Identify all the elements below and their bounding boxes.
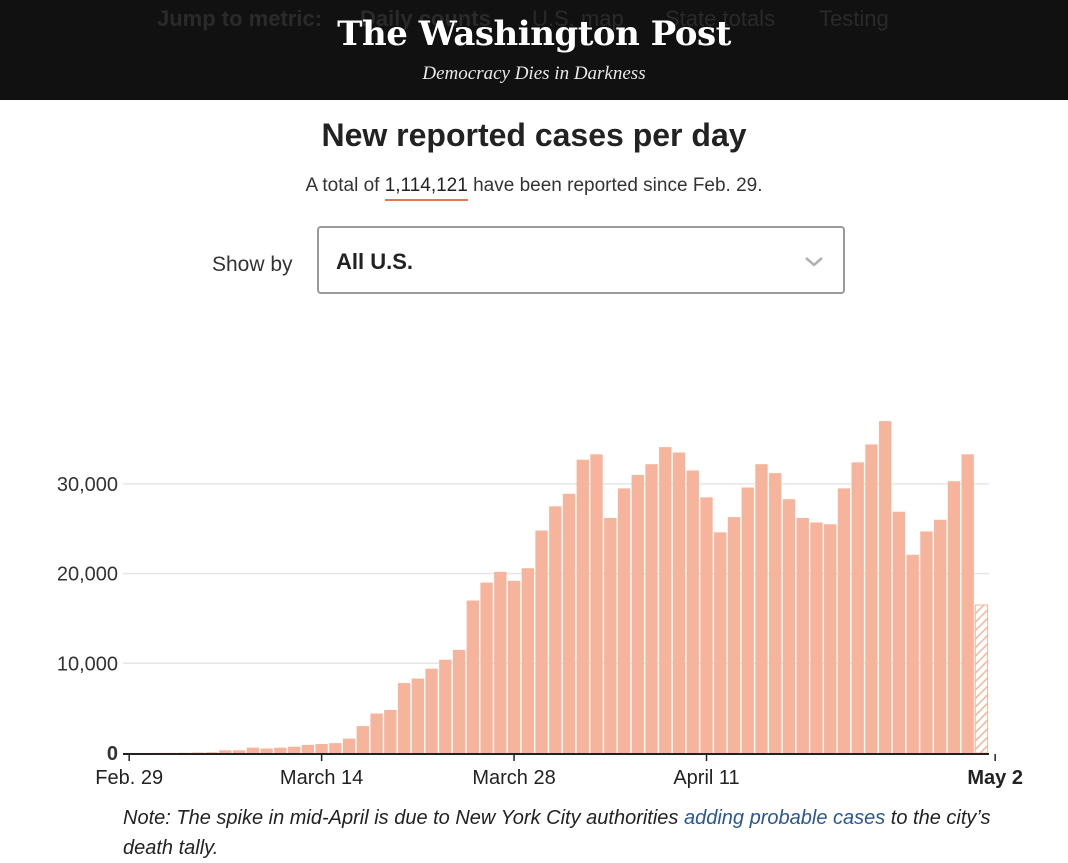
bar[interactable] xyxy=(494,572,506,753)
bar-partial-day[interactable] xyxy=(975,605,987,753)
bar[interactable] xyxy=(384,710,396,753)
bar[interactable] xyxy=(302,745,314,753)
bar[interactable] xyxy=(934,520,946,753)
bar[interactable] xyxy=(673,453,685,754)
x-tick-label: Feb. 29 xyxy=(95,767,163,789)
bar[interactable] xyxy=(893,512,905,753)
chart-note: Note: The spike in mid-April is due to N… xyxy=(123,803,1003,863)
washington-post-logo[interactable]: The Washington Post xyxy=(0,14,1068,54)
masthead-tagline: Democracy Dies in Darkness xyxy=(0,63,1068,85)
chevron-down-icon xyxy=(803,250,825,272)
bar[interactable] xyxy=(412,679,424,753)
bar[interactable] xyxy=(590,454,602,753)
region-select-value: All U.S. xyxy=(336,249,413,275)
bar[interactable] xyxy=(315,744,327,753)
bar[interactable] xyxy=(618,488,630,753)
x-tick-label: May 2 xyxy=(967,767,1023,789)
x-axis: Feb. 29 March 14 March 28 April 11 May 2 xyxy=(95,754,1023,789)
bar[interactable] xyxy=(852,462,864,753)
bar[interactable] xyxy=(549,506,561,753)
bar[interactable] xyxy=(563,494,575,753)
bar[interactable] xyxy=(865,444,877,753)
bar[interactable] xyxy=(810,522,822,753)
bar[interactable] xyxy=(398,683,410,753)
bar[interactable] xyxy=(604,518,616,753)
bar[interactable] xyxy=(233,750,245,753)
masthead: Jump to metric: Daily counts U.S. map St… xyxy=(0,0,1068,100)
bar[interactable] xyxy=(467,601,479,753)
y-tick-label: 0 xyxy=(107,743,118,765)
bar[interactable] xyxy=(700,497,712,753)
bar[interactable] xyxy=(659,447,671,753)
total-cases-value: 1,114,121 xyxy=(385,175,468,201)
bar[interactable] xyxy=(192,752,204,753)
y-tick-label: 30,000 xyxy=(57,474,118,496)
bar[interactable] xyxy=(879,421,891,753)
bar[interactable] xyxy=(645,464,657,753)
chart-subtitle: A total of 1,114,121 have been reported … xyxy=(0,175,1068,197)
bar[interactable] xyxy=(205,752,217,753)
bar[interactable] xyxy=(343,739,355,753)
region-select[interactable]: All U.S. xyxy=(317,226,845,294)
subtitle-suffix: have been reported since Feb. 29. xyxy=(468,175,763,196)
bar[interactable] xyxy=(824,524,836,753)
y-axis: 0 10,000 20,000 30,000 xyxy=(57,474,118,765)
bar[interactable] xyxy=(247,748,259,753)
bar[interactable] xyxy=(274,748,286,753)
bar[interactable] xyxy=(219,750,231,753)
y-tick-label: 10,000 xyxy=(57,653,118,675)
bar[interactable] xyxy=(577,460,589,753)
bar[interactable] xyxy=(742,487,754,753)
bar[interactable] xyxy=(453,650,465,753)
bar[interactable] xyxy=(535,531,547,753)
x-tick-label: March 28 xyxy=(472,767,555,789)
bar[interactable] xyxy=(687,470,699,753)
bar[interactable] xyxy=(907,555,919,753)
bar[interactable] xyxy=(728,517,740,753)
bar[interactable] xyxy=(288,747,300,753)
adding-probable-cases-link[interactable]: adding probable cases xyxy=(684,807,885,829)
bar[interactable] xyxy=(783,499,795,753)
show-by-label: Show by xyxy=(212,253,293,277)
bar[interactable] xyxy=(508,581,520,753)
bar[interactable] xyxy=(920,531,932,753)
subtitle-prefix: A total of xyxy=(305,175,384,196)
note-text: Note: The spike in mid-April is due to N… xyxy=(123,807,684,829)
bar[interactable] xyxy=(948,481,960,753)
bar[interactable] xyxy=(632,475,644,753)
bar[interactable] xyxy=(480,583,492,753)
bar[interactable] xyxy=(755,464,767,753)
bar[interactable] xyxy=(769,473,781,753)
bar[interactable] xyxy=(439,660,451,753)
bar-series xyxy=(123,421,988,753)
chart-title: New reported cases per day xyxy=(0,117,1068,154)
x-tick-label: April 11 xyxy=(673,767,739,789)
bar[interactable] xyxy=(357,726,369,753)
bar[interactable] xyxy=(797,518,809,753)
y-tick-label: 20,000 xyxy=(57,564,118,586)
bar[interactable] xyxy=(329,743,341,753)
bar[interactable] xyxy=(370,714,382,753)
bar[interactable] xyxy=(838,488,850,753)
bar[interactable] xyxy=(714,532,726,753)
x-tick-label: March 14 xyxy=(280,767,363,789)
bar[interactable] xyxy=(522,568,534,753)
bar[interactable] xyxy=(260,749,272,753)
cases-bar-chart: 0 10,000 20,000 30,000 Feb. 29 March 14 March… xyxy=(0,400,1068,800)
bar[interactable] xyxy=(962,454,974,753)
bar[interactable] xyxy=(425,669,437,753)
